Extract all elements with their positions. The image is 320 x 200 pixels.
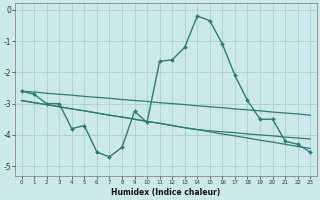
- X-axis label: Humidex (Indice chaleur): Humidex (Indice chaleur): [111, 188, 220, 197]
